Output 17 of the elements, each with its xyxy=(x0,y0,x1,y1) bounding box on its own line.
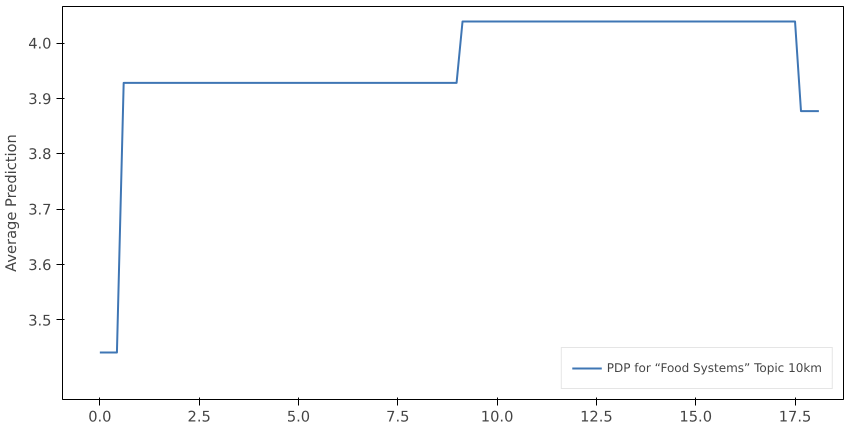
x-tick-label: 2.5 xyxy=(188,408,211,426)
y-tick-label: 3.6 xyxy=(28,256,52,274)
x-tick-label: 5.0 xyxy=(286,408,310,426)
x-tick-label: 15.0 xyxy=(679,408,712,426)
legend-label: PDP for “Food Systems” Topic 10km xyxy=(606,361,822,375)
x-tick-label: 17.5 xyxy=(778,408,812,426)
x-tick-label: 10.0 xyxy=(480,408,514,426)
y-tick-label: 4.0 xyxy=(28,36,52,53)
x-tick-label: 12.5 xyxy=(580,408,613,426)
x-tick-label: 7.5 xyxy=(386,408,410,426)
x-tick-label: 0.0 xyxy=(88,408,112,426)
y-tick-label: 3.9 xyxy=(28,90,52,108)
y-tick-label: 3.7 xyxy=(28,202,52,219)
line-series xyxy=(98,20,820,354)
y-tick-label: 3.8 xyxy=(28,146,52,164)
y-tick-label: 3.5 xyxy=(28,312,52,330)
y-axis-title: Average Prediction xyxy=(3,134,20,272)
